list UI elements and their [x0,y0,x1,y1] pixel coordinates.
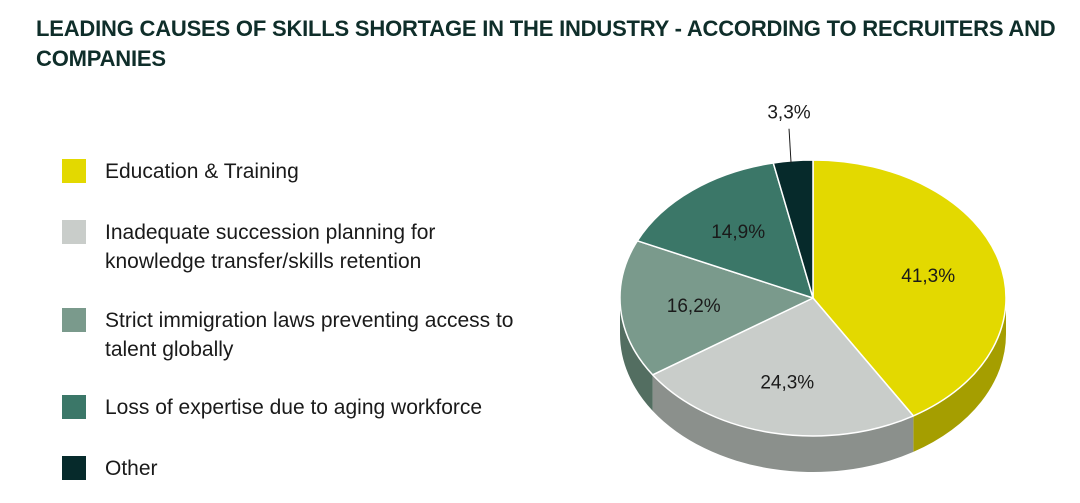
legend-swatch-succession-planning [62,220,86,244]
pie-slice-education-training [812,159,1007,417]
legend-swatch-education-training [62,159,86,183]
legend-label-other: Other [105,457,158,480]
pie-side-education-training [913,298,1006,452]
pie-slice-loss-of-expertise-due-to-aging-workforce [636,162,814,299]
legend-item-education-training: Education & Training [62,157,565,186]
pie-value-label-inadequate-succession-planning-for-knowledge-transfer-skills-retention: 24,3% [760,373,814,394]
legend-item-succession-planning: Inadequate succession planning for knowl… [62,218,465,276]
pie-chart: 41,3% 24,3% 16,2% 14,9% 3,3% [619,103,1007,473]
pie-leader-line-other [788,128,792,163]
legend-label-education-training: Education & Training [105,160,299,183]
legend-label-succession-planning: Inadequate succession planning for knowl… [105,221,436,273]
legend-item-aging-workforce: Loss of expertise due to aging workforce [62,393,565,422]
legend-item-other: Other [62,454,565,483]
pie-side-inadequate-succession-planning-for-knowledge-transfer-skills-retention [652,374,914,473]
pie-labels: 41,3% 24,3% 16,2% 14,9% 3,3% [667,103,955,394]
legend-label-immigration-laws: Strict immigration laws preventing acces… [105,309,514,361]
chart-title: LEADING CAUSES OF SKILLS SHORTAGE IN THE… [36,16,1056,71]
pie-value-label-education-training: 41,3% [901,266,955,287]
pie-slice-other [772,159,814,299]
legend: Education & Training Inadequate successi… [62,0,582,503]
pie-value-label-loss-of-expertise-due-to-aging-workforce: 14,9% [711,222,765,243]
pie-value-label-other: 3,3% [767,103,810,124]
legend-label-aging-workforce: Loss of expertise due to aging workforce [105,396,483,419]
legend-item-immigration-laws: Strict immigration laws preventing acces… [62,306,550,364]
pie-slice-inadequate-succession-planning-for-knowledge-transfer-skills-retention [651,297,915,437]
legend-swatch-immigration-laws [62,308,86,332]
pie-top-slices [619,159,1007,437]
legend-swatch-other [62,456,86,480]
pie-value-label-strict-immigration-laws-preventing-access-to-talent-globally: 16,2% [667,296,721,317]
pie-slice-strict-immigration-laws-preventing-access-to-talent-globally [619,240,814,376]
legend-swatch-aging-workforce [62,395,86,419]
